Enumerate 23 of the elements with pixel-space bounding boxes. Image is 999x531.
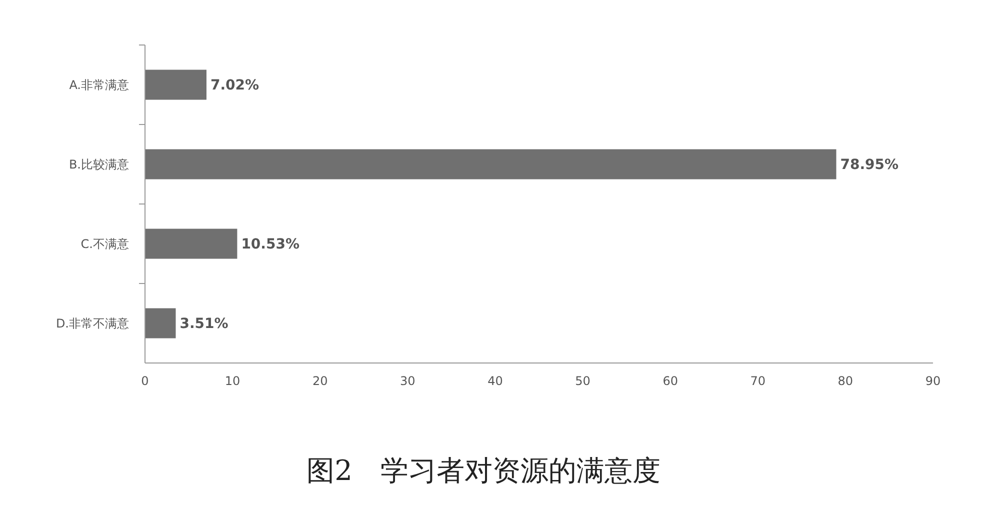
x-tick-label: 80 <box>838 374 854 388</box>
x-tick-label: 40 <box>488 374 503 388</box>
y-tick-label: B.比较满意 <box>68 157 129 172</box>
bar <box>145 149 836 180</box>
bar <box>145 70 206 100</box>
x-tick-label: 50 <box>575 374 590 388</box>
x-tick-label: 90 <box>925 374 941 388</box>
bar <box>145 228 238 259</box>
x-tick-label: 0 <box>141 374 149 388</box>
text: 图2 学习者对资源的满意度 <box>306 454 660 487</box>
x-tick-label: 60 <box>662 374 678 388</box>
data-label: 7.02% <box>210 78 260 94</box>
x-tick-label: 30 <box>400 374 416 388</box>
y-tick-label: C.不满意 <box>80 236 129 251</box>
data-label: 10.53% <box>241 236 300 253</box>
y-tick-label: A.非常满意 <box>69 78 129 92</box>
bar <box>145 308 176 338</box>
data-label: 3.51% <box>180 316 228 332</box>
data-label: 78.95% <box>840 157 899 174</box>
y-tick-label: D.非常不满意 <box>56 316 129 330</box>
x-tick-label: 20 <box>312 374 328 388</box>
x-tick-label: 10 <box>224 374 240 388</box>
x-tick-label: 70 <box>750 374 766 388</box>
